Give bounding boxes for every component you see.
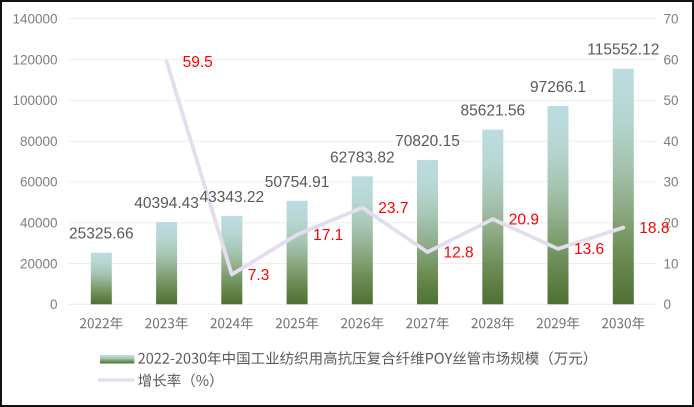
svg-text:70820.15: 70820.15	[395, 133, 460, 150]
svg-text:100000: 100000	[12, 93, 57, 108]
svg-text:17.1: 17.1	[313, 227, 343, 244]
svg-text:7.3: 7.3	[248, 267, 270, 284]
svg-text:0: 0	[50, 297, 58, 312]
svg-text:50754.91: 50754.91	[265, 174, 330, 191]
svg-text:80000: 80000	[20, 134, 58, 149]
svg-text:62783.82: 62783.82	[330, 149, 395, 166]
svg-text:40000: 40000	[20, 216, 58, 231]
svg-text:85621.56: 85621.56	[460, 103, 525, 120]
svg-text:13.6: 13.6	[574, 241, 604, 258]
svg-text:60: 60	[664, 52, 679, 67]
svg-text:20: 20	[664, 216, 679, 231]
svg-text:120000: 120000	[12, 52, 57, 67]
svg-text:18.8: 18.8	[639, 220, 669, 237]
svg-text:0: 0	[664, 297, 672, 312]
svg-text:140000: 140000	[12, 12, 57, 27]
svg-text:40: 40	[664, 134, 679, 149]
svg-text:60000: 60000	[20, 175, 58, 190]
svg-text:115552.12: 115552.12	[587, 42, 659, 59]
svg-text:30: 30	[664, 175, 679, 190]
svg-text:40394.43: 40394.43	[134, 195, 199, 212]
svg-text:43343.22: 43343.22	[199, 189, 264, 206]
svg-text:70: 70	[664, 12, 679, 27]
svg-text:10: 10	[664, 256, 679, 271]
svg-text:50: 50	[664, 93, 679, 108]
svg-text:23.7: 23.7	[378, 200, 408, 217]
svg-text:25325.66: 25325.66	[69, 226, 134, 243]
svg-text:20.9: 20.9	[509, 212, 539, 229]
svg-text:59.5: 59.5	[183, 54, 213, 71]
svg-text:20000: 20000	[20, 256, 58, 271]
svg-text:12.8: 12.8	[444, 245, 474, 262]
svg-text:97266.1: 97266.1	[530, 79, 586, 96]
